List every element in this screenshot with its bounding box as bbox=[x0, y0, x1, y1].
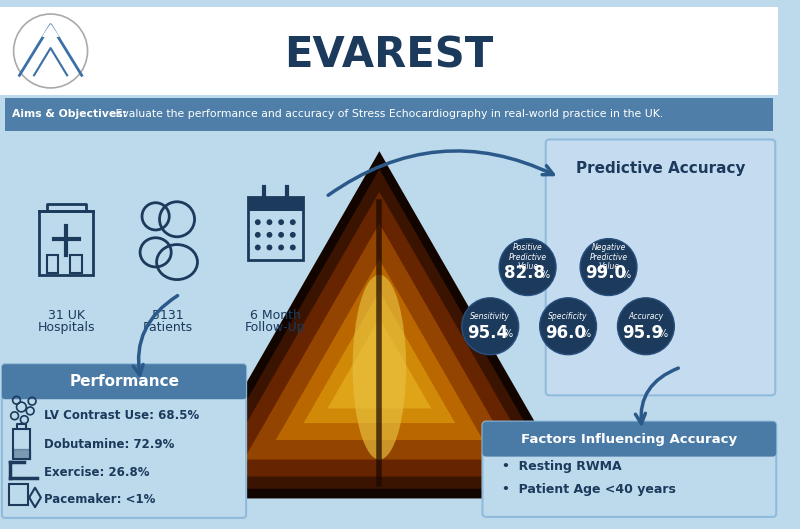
Circle shape bbox=[618, 298, 674, 354]
Text: %: % bbox=[659, 330, 668, 340]
Circle shape bbox=[266, 219, 272, 225]
Bar bbox=[70, 256, 82, 273]
Text: Accuracy: Accuracy bbox=[628, 312, 663, 321]
FancyBboxPatch shape bbox=[546, 140, 775, 395]
Circle shape bbox=[14, 14, 87, 88]
Text: 6 Month: 6 Month bbox=[250, 309, 301, 322]
Text: 95.4: 95.4 bbox=[466, 324, 508, 342]
FancyBboxPatch shape bbox=[482, 422, 776, 517]
Text: 95.9: 95.9 bbox=[622, 324, 663, 342]
Circle shape bbox=[462, 298, 518, 354]
Polygon shape bbox=[327, 318, 431, 408]
Polygon shape bbox=[303, 291, 455, 423]
Bar bbox=[248, 197, 302, 211]
Text: Specificity: Specificity bbox=[548, 312, 588, 321]
Text: Dobutamine: 72.9%: Dobutamine: 72.9% bbox=[44, 439, 174, 451]
Circle shape bbox=[255, 219, 261, 225]
Polygon shape bbox=[196, 169, 563, 489]
Polygon shape bbox=[244, 223, 515, 460]
Bar bbox=[13, 430, 30, 459]
Polygon shape bbox=[180, 151, 578, 498]
Circle shape bbox=[290, 219, 296, 225]
Polygon shape bbox=[216, 192, 543, 477]
Text: Aims & Objectives:: Aims & Objectives: bbox=[12, 109, 126, 119]
Text: •  Patient Age <40 years: • Patient Age <40 years bbox=[502, 483, 676, 496]
Circle shape bbox=[290, 244, 296, 250]
Text: Predictive: Predictive bbox=[590, 253, 628, 262]
Text: Value: Value bbox=[598, 262, 619, 271]
Circle shape bbox=[266, 232, 272, 238]
Polygon shape bbox=[43, 25, 58, 37]
Circle shape bbox=[266, 244, 272, 250]
Text: Predictive: Predictive bbox=[509, 253, 546, 262]
FancyBboxPatch shape bbox=[482, 422, 776, 457]
Text: Performance: Performance bbox=[70, 374, 179, 389]
Text: 82.8: 82.8 bbox=[504, 264, 546, 282]
Circle shape bbox=[499, 239, 556, 296]
Text: 99.0: 99.0 bbox=[585, 264, 626, 282]
FancyBboxPatch shape bbox=[2, 364, 246, 518]
Text: Negative: Negative bbox=[591, 243, 626, 252]
Polygon shape bbox=[13, 449, 30, 459]
Text: EVAREST: EVAREST bbox=[285, 35, 494, 77]
Circle shape bbox=[278, 232, 284, 238]
Text: Pacemaker: <1%: Pacemaker: <1% bbox=[44, 493, 155, 506]
Text: •  Resting RWMA: • Resting RWMA bbox=[502, 460, 622, 473]
Text: Factors Influencing Accuracy: Factors Influencing Accuracy bbox=[522, 433, 738, 445]
Bar bbox=[0, 131, 778, 522]
Text: %: % bbox=[541, 270, 550, 280]
Text: 96.0: 96.0 bbox=[545, 324, 586, 342]
Text: Evaluate the performance and accuracy of Stress Echocardiography in real-world p: Evaluate the performance and accuracy of… bbox=[112, 109, 663, 119]
Text: %: % bbox=[581, 330, 590, 340]
Circle shape bbox=[255, 244, 261, 250]
Text: 5131: 5131 bbox=[151, 309, 183, 322]
Ellipse shape bbox=[353, 275, 406, 460]
Text: 31 UK: 31 UK bbox=[48, 309, 85, 322]
Circle shape bbox=[255, 232, 261, 238]
Text: Predictive Accuracy: Predictive Accuracy bbox=[576, 161, 746, 176]
Text: Follow-Up: Follow-Up bbox=[245, 322, 306, 334]
Text: Positive: Positive bbox=[513, 243, 542, 252]
Text: LV Contrast Use: 68.5%: LV Contrast Use: 68.5% bbox=[44, 409, 199, 422]
Circle shape bbox=[278, 244, 284, 250]
Circle shape bbox=[290, 232, 296, 238]
Circle shape bbox=[580, 239, 637, 296]
FancyBboxPatch shape bbox=[2, 364, 246, 399]
Circle shape bbox=[278, 219, 284, 225]
Text: %: % bbox=[503, 330, 512, 340]
Text: Hospitals: Hospitals bbox=[38, 322, 95, 334]
Text: Patients: Patients bbox=[142, 322, 192, 334]
Bar bbox=[248, 197, 302, 260]
Bar bbox=[0, 7, 778, 95]
Text: %: % bbox=[622, 270, 630, 280]
Text: Exercise: 26.8%: Exercise: 26.8% bbox=[44, 466, 150, 479]
Bar bbox=[9, 484, 28, 505]
Text: Value: Value bbox=[517, 262, 538, 271]
Bar bbox=[5, 98, 774, 131]
Circle shape bbox=[540, 298, 597, 354]
Polygon shape bbox=[276, 260, 483, 440]
Bar bbox=[39, 212, 94, 275]
Bar bbox=[46, 256, 58, 273]
Text: Sensitivity: Sensitivity bbox=[470, 312, 510, 321]
